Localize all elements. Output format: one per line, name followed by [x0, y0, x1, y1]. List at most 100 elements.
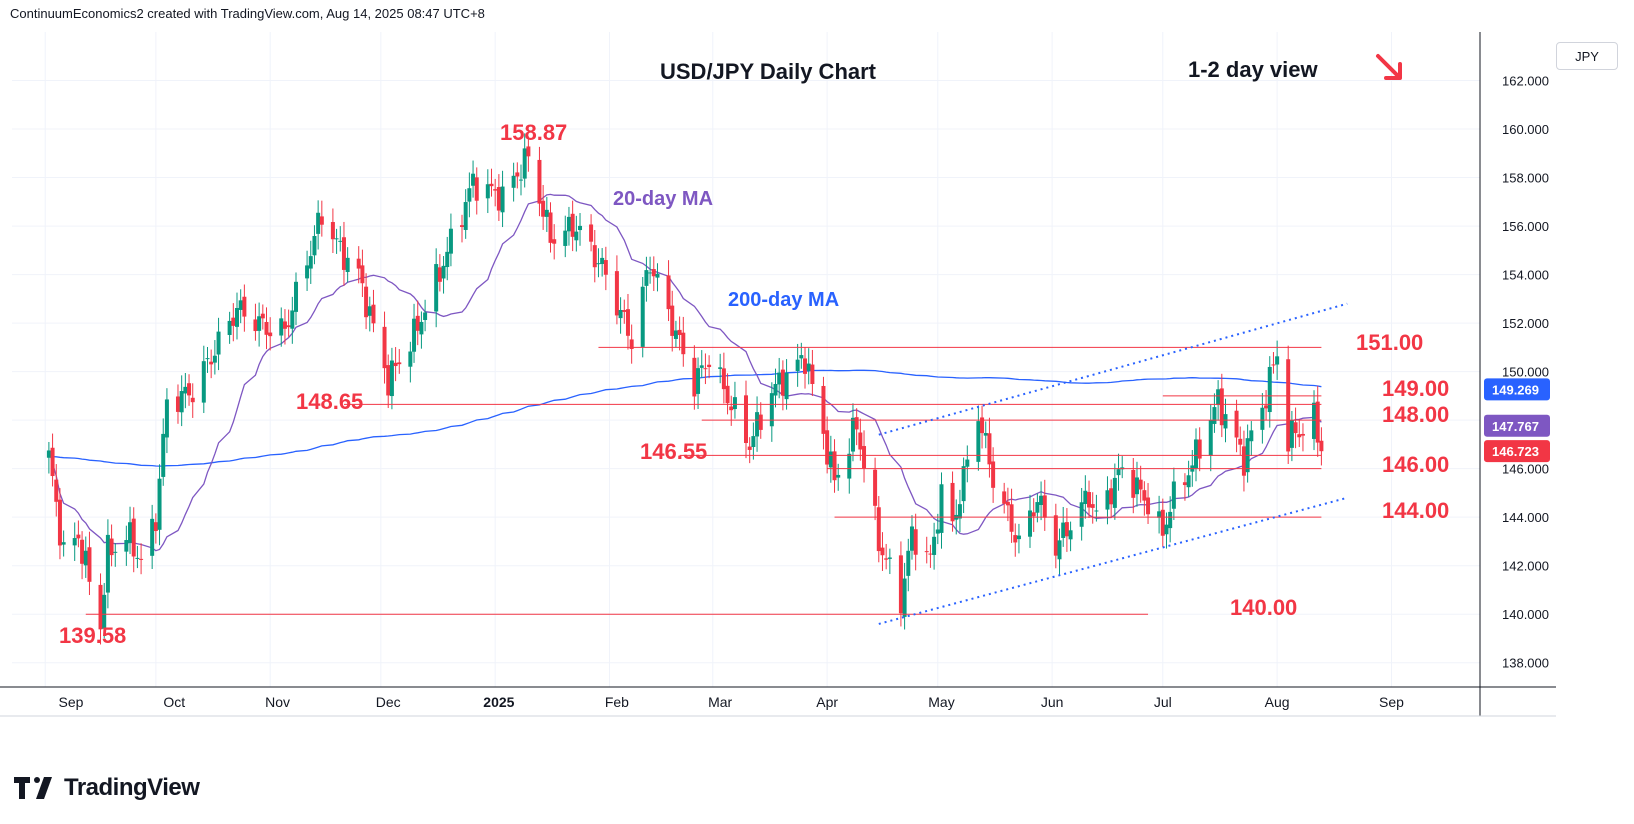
- candle-body: [614, 271, 619, 316]
- candle-body: [1061, 522, 1066, 538]
- candle-body: [360, 265, 365, 284]
- currency-label[interactable]: JPY: [1556, 42, 1618, 70]
- candle-body: [279, 318, 284, 336]
- time-tick-label: Apr: [816, 694, 838, 710]
- candle-body: [655, 273, 660, 278]
- candle-body: [777, 372, 782, 385]
- candle-body: [316, 212, 321, 234]
- candle-body: [135, 557, 140, 559]
- candle-body: [46, 450, 51, 458]
- candle-body: [862, 446, 867, 469]
- label-140-00: 140.00: [1230, 595, 1297, 620]
- candle-body: [574, 231, 579, 241]
- price-tick-label: 158.000: [1502, 171, 1549, 186]
- candle-body: [1109, 488, 1114, 505]
- candle-body: [596, 263, 601, 265]
- label-148-00: 148.00: [1382, 402, 1449, 427]
- time-tick-label: Feb: [605, 694, 629, 710]
- candle-body: [467, 188, 472, 202]
- last-price-tag: 146.723: [1492, 444, 1539, 459]
- candle-body: [1315, 401, 1320, 443]
- label-144-00: 144.00: [1382, 498, 1449, 523]
- tradingview-logo[interactable]: TradingView: [14, 774, 200, 802]
- candle-body: [1005, 501, 1010, 506]
- candle-body: [1208, 420, 1213, 456]
- candle-body: [729, 406, 734, 411]
- candle-body: [924, 551, 929, 553]
- candle-body: [187, 383, 192, 396]
- candle-body: [548, 212, 553, 243]
- candle-body: [1293, 422, 1298, 434]
- candle-body: [1171, 481, 1176, 509]
- candle-body: [873, 469, 878, 506]
- candle-body: [434, 264, 439, 312]
- candle-body: [282, 321, 287, 329]
- candle-body: [294, 281, 299, 312]
- candle-body: [1186, 475, 1191, 488]
- candle-body: [673, 330, 678, 339]
- candle-body: [489, 183, 494, 187]
- candle-body: [832, 451, 837, 481]
- chart-title: USD/JPY Daily Chart: [660, 59, 877, 84]
- price-tick-label: 160.000: [1502, 122, 1549, 137]
- price-tick-label: 150.000: [1502, 365, 1549, 380]
- candle-body: [330, 222, 335, 240]
- ma20-line: [48, 193, 1322, 552]
- candle-body: [1031, 512, 1036, 517]
- candle-body: [1312, 402, 1317, 439]
- last-price-tag-bg: [1484, 440, 1550, 463]
- candle-body: [537, 159, 542, 204]
- candle-body: [854, 417, 859, 430]
- candle-body: [1223, 414, 1228, 429]
- candle-body: [500, 186, 505, 213]
- candle-body: [408, 351, 413, 367]
- candle-body: [253, 319, 258, 332]
- candle-body: [1035, 502, 1040, 513]
- candle-body: [847, 453, 852, 479]
- candle-body: [234, 308, 239, 327]
- time-tick-label: May: [928, 694, 954, 710]
- candle-body: [128, 522, 133, 543]
- candle-body: [260, 313, 265, 319]
- candle-body: [629, 339, 634, 349]
- candle-body: [1116, 469, 1121, 476]
- candle-body: [334, 238, 339, 240]
- candle-body: [625, 309, 630, 336]
- candle-body: [471, 173, 476, 186]
- candle-body: [1216, 389, 1221, 406]
- candle-body: [80, 539, 85, 564]
- candle-body: [393, 362, 398, 367]
- candle-body: [264, 321, 269, 335]
- candle-body: [83, 550, 88, 566]
- time-tick-label: Dec: [376, 694, 401, 710]
- time-tick-label: Sep: [1379, 694, 1404, 710]
- candle-body: [758, 414, 763, 430]
- candle-body: [268, 332, 273, 337]
- candle-body: [976, 421, 981, 462]
- candle-body: [544, 209, 549, 217]
- candle-body: [644, 270, 649, 286]
- candle-body: [769, 393, 774, 427]
- candle-body: [201, 361, 206, 403]
- candle-body: [87, 547, 92, 582]
- candle-body: [618, 310, 623, 319]
- candle-body: [190, 397, 195, 403]
- candle-body: [1028, 510, 1033, 537]
- candle-body: [703, 368, 708, 370]
- time-tick-label: 2025: [483, 694, 514, 710]
- candle-body: [991, 461, 996, 488]
- candle-body: [821, 385, 826, 434]
- candle-body: [1131, 470, 1136, 498]
- candle-body: [441, 265, 446, 279]
- candle-body: [305, 265, 310, 279]
- candle-body: [836, 474, 841, 478]
- candle-body: [183, 386, 188, 394]
- candle-body: [780, 369, 785, 396]
- candle-body: [1053, 515, 1058, 556]
- candle-body: [880, 547, 885, 556]
- candle-body: [1013, 535, 1018, 543]
- candle-body: [227, 320, 232, 335]
- candle-body: [622, 310, 627, 312]
- candle-body: [1039, 495, 1044, 505]
- candle-body: [850, 417, 855, 452]
